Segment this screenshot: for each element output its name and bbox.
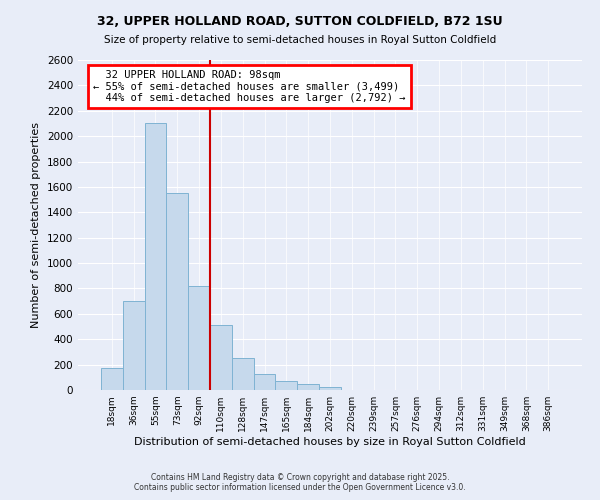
- Bar: [188, 286, 210, 390]
- Bar: [145, 124, 166, 390]
- Bar: [275, 381, 297, 390]
- X-axis label: Distribution of semi-detached houses by size in Royal Sutton Coldfield: Distribution of semi-detached houses by …: [134, 437, 526, 447]
- Bar: [101, 368, 123, 390]
- Bar: [254, 374, 275, 390]
- Text: Contains HM Land Registry data © Crown copyright and database right 2025.
Contai: Contains HM Land Registry data © Crown c…: [134, 473, 466, 492]
- Text: 32, UPPER HOLLAND ROAD, SUTTON COLDFIELD, B72 1SU: 32, UPPER HOLLAND ROAD, SUTTON COLDFIELD…: [97, 15, 503, 28]
- Bar: [232, 358, 254, 390]
- Y-axis label: Number of semi-detached properties: Number of semi-detached properties: [31, 122, 41, 328]
- Bar: [166, 194, 188, 390]
- Text: Size of property relative to semi-detached houses in Royal Sutton Coldfield: Size of property relative to semi-detach…: [104, 35, 496, 45]
- Bar: [210, 326, 232, 390]
- Bar: [297, 384, 319, 390]
- Bar: [319, 388, 341, 390]
- Text: 32 UPPER HOLLAND ROAD: 98sqm
← 55% of semi-detached houses are smaller (3,499)
 : 32 UPPER HOLLAND ROAD: 98sqm ← 55% of se…: [93, 70, 406, 103]
- Bar: [123, 301, 145, 390]
